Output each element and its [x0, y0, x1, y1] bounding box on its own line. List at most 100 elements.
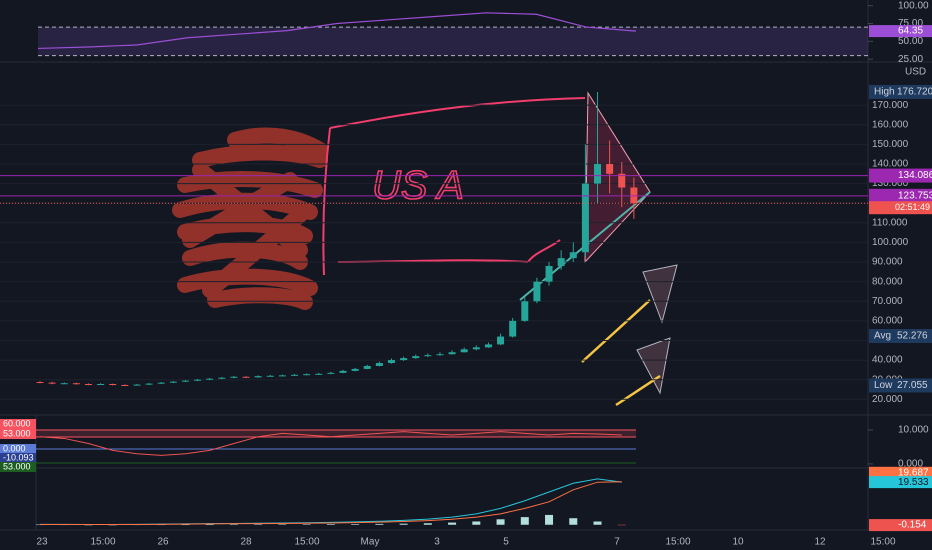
rsi-band	[38, 27, 868, 56]
macd-histogram-bar	[302, 524, 311, 525]
stat-badge-name: Avg	[874, 331, 891, 342]
candle-body	[169, 381, 177, 383]
macd-badge	[869, 519, 932, 532]
x-tick-label: 15:00	[294, 537, 319, 548]
candle-body	[84, 384, 92, 386]
macd-histogram-bar	[423, 523, 432, 525]
macd-histogram-bar	[229, 524, 238, 526]
macd-histogram-bar	[545, 514, 554, 525]
macd-histogram-bar	[520, 517, 529, 525]
osc-badge	[0, 444, 36, 454]
candle-body	[60, 383, 68, 385]
candle-body	[375, 363, 383, 366]
candle-body	[254, 376, 262, 378]
rsi-badge	[869, 25, 932, 38]
yellow-line	[581, 299, 651, 363]
candle-body	[581, 183, 589, 253]
candle-body	[400, 358, 408, 361]
x-tick-label: 26	[157, 537, 169, 548]
rsi-tick-label: 25.00	[898, 54, 923, 65]
rsi-tick-label: 50.00	[898, 36, 923, 47]
x-tick-label: 7	[614, 537, 620, 548]
price-badge-label: 123.753	[898, 190, 932, 201]
macd-histogram-bar	[496, 519, 505, 525]
price-badge-label: 134.086	[898, 170, 932, 181]
osc-tick-label: 10.000	[898, 425, 929, 436]
pink-drawing	[322, 97, 586, 276]
y-tick-label: 130.000	[872, 178, 909, 189]
price-badge	[869, 168, 932, 183]
candle-body	[194, 379, 202, 381]
stat-badge	[869, 329, 932, 344]
candle-body	[545, 265, 553, 282]
macd-histogram-bar	[254, 524, 263, 525]
candle-body	[157, 382, 165, 384]
macd-badge-label: 19.533	[898, 477, 929, 488]
scribble	[172, 127, 328, 310]
macd-badge	[869, 466, 932, 479]
y-tick-label: 160.000	[872, 119, 909, 130]
candle-body	[315, 373, 323, 375]
macd-histogram-bar	[593, 521, 602, 525]
x-tick-label: 10	[732, 537, 744, 548]
osc-badge	[0, 419, 36, 429]
candle-body	[266, 375, 274, 377]
macd-histogram-bar	[569, 518, 578, 525]
triangle	[642, 264, 678, 324]
oscillator-band	[36, 430, 636, 437]
macd-histogram-bar	[399, 523, 408, 525]
macd-histogram-bar	[617, 524, 626, 526]
y-tick-label: 20.000	[872, 394, 903, 405]
osc-badge	[0, 429, 36, 439]
candle-body	[145, 383, 153, 385]
candle-body	[606, 163, 614, 174]
x-tick-label: 15:00	[90, 537, 115, 548]
candle-body	[533, 281, 541, 302]
stat-badge-name: High	[874, 87, 895, 98]
candle-body	[412, 356, 420, 359]
candle-body	[363, 365, 371, 369]
rsi-tick-label: 100.00	[898, 0, 929, 11]
osc-line	[39, 431, 622, 456]
candle-body	[109, 384, 117, 386]
candle-body	[484, 344, 492, 348]
macd-histogram-bar	[448, 522, 457, 525]
y-tick-label: 40.000	[872, 355, 903, 366]
x-tick-label: 15:00	[870, 537, 895, 548]
stat-badge	[869, 378, 932, 393]
candle-body	[242, 376, 250, 378]
stat-badge-value: 176.720	[897, 87, 932, 98]
macd-histogram-bar	[375, 523, 384, 525]
triangle	[584, 91, 651, 264]
candle-body	[327, 372, 335, 374]
stat-badge	[869, 84, 932, 99]
osc-tick-label: 0.000	[898, 459, 923, 470]
y-tick-label: 150.000	[872, 139, 909, 150]
macd-histogram-bar	[472, 521, 481, 525]
countdown-badge	[869, 201, 932, 215]
macd-badge-label: -0.154	[898, 520, 927, 531]
price-badge	[869, 188, 932, 203]
stat-badge-value: 52.276	[897, 331, 928, 342]
osc-badge-label: 53.000	[3, 428, 31, 438]
macd-histogram-bar	[351, 524, 360, 525]
stat-badge-value: 27.055	[897, 380, 928, 391]
drawings: US A	[172, 91, 678, 407]
y-tick-label: 60.000	[872, 316, 903, 327]
x-tick-label: 15:00	[665, 537, 690, 548]
macd-histogram-bar	[326, 524, 335, 525]
macd-badge	[869, 476, 932, 489]
rsi-tick-label: 75.00	[898, 18, 923, 29]
currency-label: USD	[905, 67, 926, 78]
osc-badge-label: 53.000	[3, 461, 31, 471]
candle-body	[497, 336, 505, 345]
y-tick-label: 70.000	[872, 296, 903, 307]
x-tick-label: 3	[434, 537, 440, 548]
candle-body	[594, 163, 602, 184]
y-tick-label: 140.000	[872, 159, 909, 170]
x-tick-label: 28	[240, 537, 252, 548]
candle-body	[230, 376, 238, 378]
candle-body	[36, 382, 44, 384]
candle-body	[521, 301, 529, 321]
